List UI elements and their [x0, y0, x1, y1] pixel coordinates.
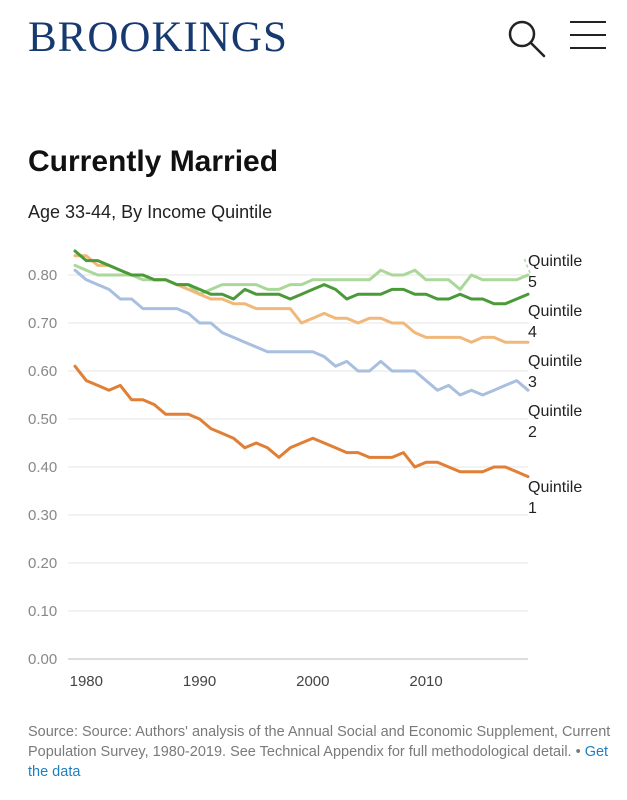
x-tick-label: 1980	[70, 673, 103, 690]
series-label-line: Quintile	[528, 479, 582, 496]
site-header: BROOKINGS	[0, 0, 627, 80]
chart-subtitle: Age 33-44, By Income Quintile	[28, 202, 273, 222]
y-tick-label: 0.20	[28, 555, 57, 572]
series-line-quintile-1	[73, 364, 530, 479]
y-tick-label: 0.50	[28, 411, 57, 428]
y-tick-label: 0.00	[28, 651, 57, 668]
series-label: Quintile 5	[528, 253, 582, 291]
x-tick-label: 1990	[183, 673, 216, 690]
series-label-line: 4	[528, 324, 537, 341]
hamburger-menu-icon[interactable]	[568, 18, 608, 54]
brookings-logo[interactable]: BROOKINGS	[28, 14, 288, 61]
y-tick-label: 0.10	[28, 603, 57, 620]
series-label-line: Quintile	[528, 353, 582, 370]
series-label-line: Quintile	[528, 303, 582, 320]
series-line-quintile-3	[73, 254, 530, 344]
source-separator: •	[575, 744, 581, 760]
series-label: Quintile 3	[528, 353, 582, 391]
line-chart: 0.00 0.10 0.20 0.30 0.40 0.50 0.60 0.70 0.80 1980…	[28, 249, 582, 690]
chart-title: Currently Married	[28, 145, 279, 178]
series-label-line: Quintile	[528, 253, 582, 270]
series-label-line: 1	[528, 500, 537, 517]
y-tick-label: 0.70	[28, 315, 57, 332]
source-text: Source: Source: Authors' analysis of the…	[28, 724, 611, 760]
search-icon[interactable]	[506, 18, 548, 60]
series-label-line: 3	[528, 374, 537, 391]
series-line-quintile-4	[73, 249, 530, 306]
y-tick-label: 0.30	[28, 507, 57, 524]
series-label: Quintile 2	[528, 403, 582, 441]
series-line-quintile-2	[73, 268, 530, 397]
series-label-line: 5	[528, 274, 537, 291]
series-label-line: Quintile	[528, 403, 582, 420]
series-label-line: 2	[528, 424, 537, 441]
x-tick-label: 2000	[296, 673, 329, 690]
series-label: Quintile 4	[528, 303, 582, 341]
get-the-data-link[interactable]: Get the data	[28, 744, 609, 780]
series-label: Quintile 1	[528, 479, 582, 517]
y-tick-label: 0.60	[28, 363, 57, 380]
source-note: Source: Source: Authors' analysis of the…	[28, 722, 618, 782]
y-tick-label: 0.80	[28, 267, 57, 284]
series-line-quintile-5	[73, 263, 530, 296]
y-tick-label: 0.40	[28, 459, 57, 476]
x-tick-label: 2010	[409, 673, 442, 690]
series-leader-line	[523, 257, 531, 274]
